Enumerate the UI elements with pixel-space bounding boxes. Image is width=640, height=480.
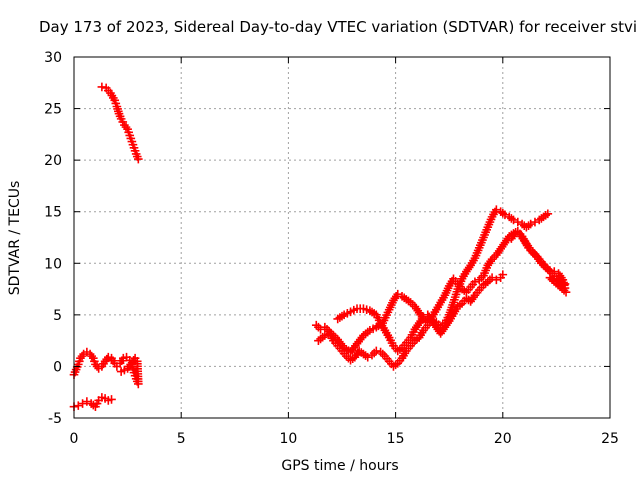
y-tick-label: 0 [53,359,62,375]
x-tick-label: 25 [601,431,619,447]
data-point [104,396,113,405]
data-point-interp [323,330,333,339]
x-axis-label: GPS time / hours [281,458,398,474]
data-point [545,266,555,275]
y-tick-label: 10 [44,256,62,272]
data-point [104,352,113,362]
x-tick-label: 10 [279,431,297,447]
y-tick-label: 5 [53,308,62,324]
x-tick-label: 0 [70,431,79,447]
data-point [320,331,330,340]
chart-title: Day 173 of 2023, Sidereal Day-to-day VTE… [39,18,637,36]
data-point [556,281,565,291]
data-point [97,393,107,402]
x-tick-label: 20 [494,431,512,447]
data-points [69,82,571,411]
y-tick-label: 20 [44,153,62,169]
data-point [97,82,107,92]
data-point [116,367,126,376]
y-tick-label: 15 [44,205,62,221]
data-point [498,270,508,279]
y-tick-label: 25 [44,102,62,118]
data-point [134,154,143,164]
y-tick-label: -5 [48,411,62,427]
y-tick-label: 30 [44,50,62,66]
data-point [119,353,128,363]
x-tick-label: 15 [387,431,405,447]
axis-ticks [73,56,611,419]
data-point-interp [362,305,371,314]
tick-labels: 0 5 10 15 20 25 -5 0 5 10 15 20 25 30 [44,50,619,447]
x-tick-label: 5 [177,431,186,447]
data-point [107,395,116,404]
y-axis-label: SDTVAR / TECUs [7,181,23,296]
data-point [543,209,553,219]
plot-frame [73,56,611,419]
grid [74,57,610,418]
data-point [372,346,381,356]
data-point [359,304,368,313]
